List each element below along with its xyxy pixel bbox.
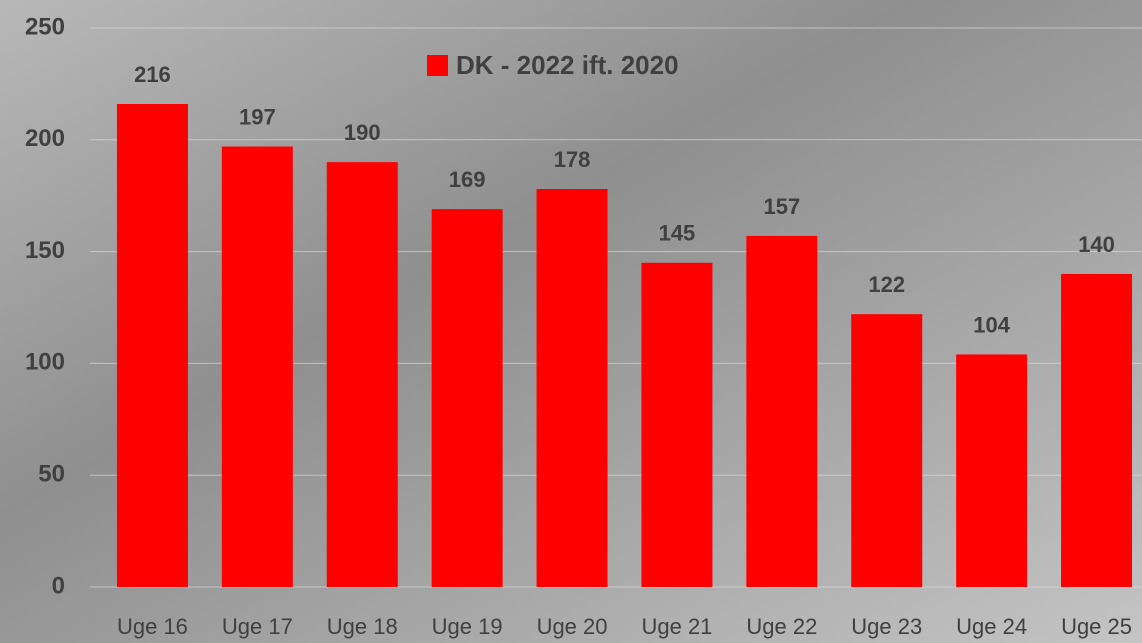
data-label: 178 bbox=[554, 147, 591, 172]
data-label: 216 bbox=[134, 62, 171, 87]
data-label: 122 bbox=[868, 272, 905, 297]
data-label: 140 bbox=[1078, 232, 1115, 257]
x-tick-label: Uge 20 bbox=[537, 614, 608, 639]
x-tick-label: Uge 22 bbox=[746, 614, 817, 639]
data-label: 157 bbox=[763, 194, 800, 219]
bar bbox=[536, 188, 608, 587]
y-tick-label: 100 bbox=[25, 349, 65, 376]
y-tick-label: 200 bbox=[25, 125, 65, 152]
data-label: 197 bbox=[239, 104, 276, 129]
bar bbox=[221, 146, 293, 587]
y-tick-label: 0 bbox=[52, 572, 65, 599]
bar bbox=[116, 104, 188, 588]
bar bbox=[1061, 273, 1133, 587]
x-tick-label: Uge 19 bbox=[432, 614, 503, 639]
x-tick-label: Uge 18 bbox=[327, 614, 398, 639]
bar bbox=[431, 209, 503, 587]
legend-swatch bbox=[427, 55, 448, 76]
data-label: 190 bbox=[344, 120, 381, 145]
bar bbox=[956, 354, 1028, 587]
x-tick-label: Uge 23 bbox=[851, 614, 922, 639]
bar bbox=[746, 235, 818, 587]
y-tick-label: 50 bbox=[38, 461, 65, 488]
data-label: 169 bbox=[449, 167, 486, 192]
y-tick-label: 250 bbox=[25, 13, 65, 40]
x-tick-label: Uge 25 bbox=[1061, 614, 1132, 639]
y-tick-label: 150 bbox=[25, 237, 65, 264]
x-tick-label: Uge 24 bbox=[956, 614, 1027, 639]
x-tick-label: Uge 17 bbox=[222, 614, 293, 639]
bar bbox=[641, 262, 713, 587]
legend-label: DK - 2022 ift. 2020 bbox=[456, 50, 679, 80]
data-label: 104 bbox=[973, 312, 1010, 337]
data-label: 145 bbox=[659, 221, 696, 246]
x-tick-label: Uge 21 bbox=[641, 614, 712, 639]
bar bbox=[851, 314, 923, 587]
x-tick-label: Uge 16 bbox=[117, 614, 188, 639]
bar bbox=[326, 162, 398, 587]
